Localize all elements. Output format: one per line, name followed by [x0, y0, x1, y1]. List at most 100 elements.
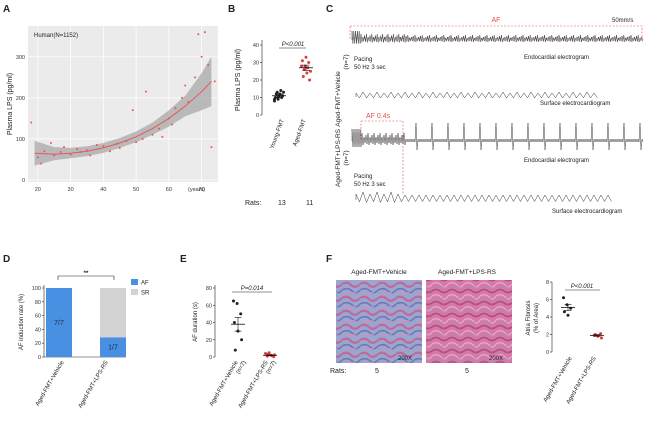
panel-f-points	[562, 296, 603, 340]
panel-e-mean-bars	[231, 317, 277, 357]
panel-a-data-point	[213, 80, 216, 83]
panel-d-bar-label: 1/7	[108, 345, 118, 352]
panel-b-data-point	[279, 89, 283, 92]
panel-f-y-label: Atria Fibrosis	[526, 300, 532, 335]
panel-a-data-point	[210, 146, 213, 149]
panel-a-data-point	[53, 154, 56, 157]
panel-a-data-point	[151, 133, 154, 136]
panel-e-points	[232, 299, 276, 359]
panel-c-n-lpsrs: (n=7)	[343, 150, 350, 165]
panel-a-data-point	[49, 142, 52, 144]
panel-c-surface-label-lpsrs: Surface electrocardiogram	[552, 209, 622, 215]
panel-d-bar-af	[46, 288, 72, 357]
panel-c-speed: 50mm/s	[612, 18, 633, 24]
panel-d-legend-af-swatch	[131, 279, 138, 285]
panel-a-data-point	[197, 33, 200, 36]
panel-a-data-point	[135, 141, 138, 144]
panel-d-y-tick-label: 60	[35, 314, 41, 320]
panel-b-rats-young: 13	[278, 200, 286, 207]
panel-a-data-point	[69, 153, 72, 156]
panel-e-data-point	[235, 302, 239, 306]
panel-f-mag-lpsrs: 200X	[489, 356, 503, 362]
panel-e-y-tick-label: 60	[206, 303, 212, 309]
panel-e-data-point	[264, 352, 267, 356]
panel-label-a: A	[3, 4, 10, 15]
panel-c-surface-trace-lpsrs	[355, 191, 612, 204]
panel-a-y-label: Plasma LPS (pg/ml)	[7, 73, 14, 135]
panel-c-n-vehicle: (n=7)	[343, 54, 350, 69]
panel-f-y-tick-label: 6	[546, 298, 549, 304]
panel-d-legend-sr-swatch	[131, 289, 138, 295]
panel-c-pacing-rate-lpsrs: 50 Hz 3 sec	[354, 182, 386, 188]
panel-b-category-aged: Aged-FMT	[293, 118, 308, 147]
panel-c-endo-label-vehicle: Endocardial electrogram	[524, 55, 589, 61]
panel-d-y-ticks: 0 20 40 60 80 100	[32, 286, 44, 361]
panel-a-x-tick-label: 20	[35, 187, 41, 193]
panel-label-b: B	[228, 4, 235, 15]
panel-f-y-tick-label: 8	[546, 280, 549, 286]
panel-a-x-unit: (years)	[188, 187, 205, 193]
panel-f-histology-image-lpsrs	[426, 280, 512, 363]
panel-a-data-point	[200, 55, 203, 58]
panel-e-y-tick-label: 0	[209, 355, 212, 361]
panel-d-y-label: AF induction rate (%)	[19, 294, 25, 350]
panel-f-mean-bars	[561, 304, 604, 337]
panel-f-image-title-lpsrs: Aged-FMT+LPS-RS	[438, 269, 497, 276]
panel-b-data-point	[304, 55, 308, 59]
panel-b-mean-bars	[272, 64, 313, 98]
panel-c-af-label-vehicle: AF	[492, 17, 501, 24]
panel-a-y-tick-label: 300	[16, 55, 25, 61]
panel-f-rats-lpsrs: 5	[465, 368, 469, 375]
panel-f-rats-label: Rats:	[330, 368, 346, 375]
panel-b-data-point	[307, 61, 311, 64]
panel-d-category-lpsrs: Aged-FMT+LPS-RS	[78, 360, 110, 409]
panel-b-y-tick-label: 30	[253, 61, 259, 67]
panel-e-data-point	[232, 321, 236, 324]
panel-d-y-tick-label: 100	[32, 286, 41, 292]
panel-f-image-title-vehicle: Aged-FMT+Vehicle	[351, 269, 407, 276]
panel-d-y-tick-label: 80	[35, 300, 41, 306]
panel-a-data-point	[40, 162, 43, 165]
panel-a-data-point	[59, 151, 62, 154]
panel-c-surface-label-vehicle: Surface electrocardiogram	[540, 101, 610, 107]
panel-a-data-point	[207, 64, 210, 66]
panel-e-data-point	[233, 348, 237, 352]
panel-a-data-point	[36, 156, 39, 159]
panel-e-data-point	[239, 312, 243, 316]
panel-b-data-point	[275, 90, 279, 94]
panel-b-data-point	[282, 90, 285, 94]
panel-b-y-ticks: 0 10 20 30 40	[253, 43, 262, 119]
panel-d-bar-label: 7/7	[54, 320, 64, 327]
panel-d-y-tick-label: 20	[35, 341, 41, 347]
panel-c-group-vehicle: Aged-FMT+Vehicle	[335, 71, 342, 127]
panel-a-data-point	[158, 127, 161, 130]
panel-a-x-tick-label: 40	[100, 187, 106, 193]
panel-f-histology-image-vehicle	[336, 280, 422, 363]
panel-a-fit-line	[34, 81, 212, 155]
panel-a-x-tick-label: 30	[68, 187, 74, 193]
panel-a-data-point	[95, 144, 98, 147]
panel-b-data-point	[300, 59, 304, 63]
panel-d-stacked-bar-chart: 0 20 40 60 80 100 7/7 1/7 ** AF SR AF inductio…	[19, 271, 150, 409]
panel-a-data-point	[63, 146, 66, 149]
panel-b-pvalue: P<0.001	[282, 42, 305, 48]
panel-a-x-ticks: 20 30 40 50 60 70	[35, 187, 205, 193]
panel-f-y-ticks: 0 2 4 6 8	[546, 280, 552, 356]
panel-f-y-tick-label: 4	[546, 315, 549, 321]
panel-e-data-point	[240, 338, 244, 342]
panel-a-data-point	[118, 146, 121, 149]
panel-c-endo-trace-lpsrs	[351, 122, 644, 151]
panel-f-pvalue: P<0.001	[571, 284, 594, 290]
panel-b-y-tick-label: 20	[253, 78, 259, 84]
panel-f-mag-vehicle: 200X	[398, 356, 412, 362]
panel-d-significance-bracket	[57, 275, 115, 280]
panel-label-f: F	[326, 254, 332, 265]
panel-b-data-point	[305, 71, 309, 75]
panel-e-y-label: AF duration (s)	[193, 302, 199, 342]
panel-c-pacing-rate-vehicle: 50 Hz 3 sec	[354, 65, 386, 71]
panel-f-histology-and-chart: Aged-FMT+Vehicle Aged-FMT+LPS-RS 200X 20…	[330, 269, 604, 405]
panel-a-data-point	[184, 84, 187, 87]
panel-c-af-label-lpsrs: AF 0.4s	[366, 113, 391, 120]
panel-a-data-point	[108, 150, 111, 153]
panel-b-category-young: Young-FMT	[270, 118, 286, 150]
